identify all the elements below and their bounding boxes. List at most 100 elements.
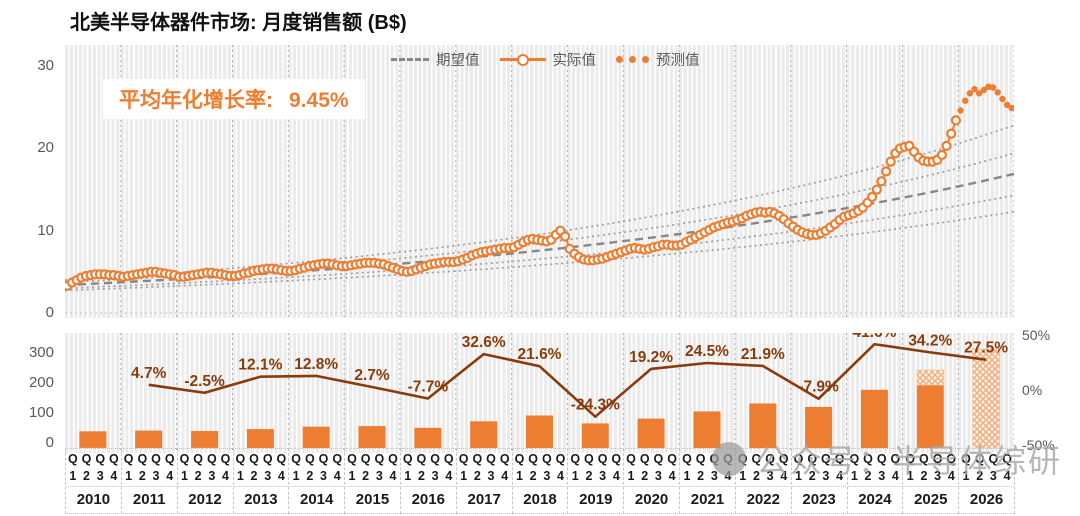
actual-point: [880, 166, 892, 177]
bottom-left-y-tick-label: 100: [28, 404, 54, 421]
confidence-band-line: [65, 194, 1014, 290]
dots-icon: [616, 56, 649, 63]
bar-2014: [302, 426, 330, 448]
confidence-band-line: [65, 152, 1014, 284]
growth-rate-annotation: 平均年化增长率: 9.45%: [103, 79, 365, 119]
year-label: 2025: [914, 491, 948, 508]
watermark-logo-icon: [712, 442, 746, 476]
year-column-2012: Q 1 Q 2 Q 3 Q 4 2012: [176, 448, 233, 514]
year-column-2024: Q 1 Q 2 Q 3 Q 4 2024: [846, 448, 903, 514]
bottom-left-y-tick-label: 0: [45, 434, 54, 451]
actual-point: [950, 115, 962, 126]
year-label: 2020: [634, 491, 669, 508]
growth-label-2024: 41.6%: [852, 333, 896, 341]
forecast-point: [971, 85, 978, 93]
forecast-point: [1008, 104, 1014, 112]
bar-2020: [637, 418, 665, 448]
dashed-line-icon: [391, 58, 429, 61]
growth-label-2019: -24.3%: [571, 397, 620, 414]
bar-2012: [191, 431, 219, 448]
top-y-tick-label: 0: [45, 304, 54, 321]
bar-2013: [246, 429, 274, 448]
legend-item-expected: 期望值: [391, 49, 480, 70]
growth-label-2016: -7.7%: [408, 379, 449, 396]
year-label: 2018: [523, 491, 557, 508]
year-column-2014: Q 1 Q 2 Q 3 Q 4 2014: [288, 448, 345, 514]
year-label: 2024: [858, 491, 892, 508]
growth-label-2023: -7.9%: [798, 379, 839, 396]
legend-item-forecast: 预测值: [616, 49, 700, 70]
year-column-2010: Q 1 Q 2 Q 3 Q 4 2010: [65, 448, 121, 514]
legend-label: 实际值: [552, 53, 597, 69]
year-label: 2017: [467, 491, 501, 508]
bottom-left-y-tick-label: 300: [28, 344, 54, 361]
year-label: 2026: [969, 491, 1004, 508]
year-column-2011: Q 1 Q 2 Q 3 Q 4 2011: [120, 448, 177, 514]
actual-point: [560, 231, 571, 242]
watermark-text: 公众号：半导体综研: [756, 443, 1063, 479]
year-label: 2016: [411, 491, 445, 508]
year-label: 2022: [746, 491, 780, 508]
legend-label: 预测值: [656, 53, 700, 69]
bar-2022: [749, 403, 777, 448]
actual-point: [946, 128, 957, 139]
actual-point: [936, 149, 948, 161]
year-label: 2011: [132, 491, 166, 508]
growth-label-2020: 19.2%: [629, 349, 673, 366]
top-chart-svg: [65, 45, 1014, 318]
year-column-2019: Q 1 Q 2 Q 3 Q 4 2019: [567, 448, 624, 514]
bottom-right-y-tick-label: -50%: [1022, 437, 1055, 453]
forecast-point: [994, 89, 1001, 96]
forecast-point: [1003, 101, 1011, 108]
year-column-2017: Q 1 Q 2 Q 3 Q 4 2017: [455, 448, 512, 514]
year-column-2023: Q 1 Q 2 Q 3 Q 4 2023: [790, 448, 847, 514]
growth-rate-value: 9.45%: [289, 89, 349, 112]
year-column-2018: Q 1 Q 2 Q 3 Q 4 2018: [511, 448, 568, 514]
bottom-chart-svg: 4.7% -2.5% 12.1% 12.8% 2.7% -7.7% 32.6% 21.6% -2…: [79, 333, 1014, 453]
actual-point: [885, 156, 896, 167]
bar-forecast-2025: [916, 369, 945, 386]
year-label: 2014: [300, 491, 334, 508]
bar-2011: [135, 430, 163, 448]
